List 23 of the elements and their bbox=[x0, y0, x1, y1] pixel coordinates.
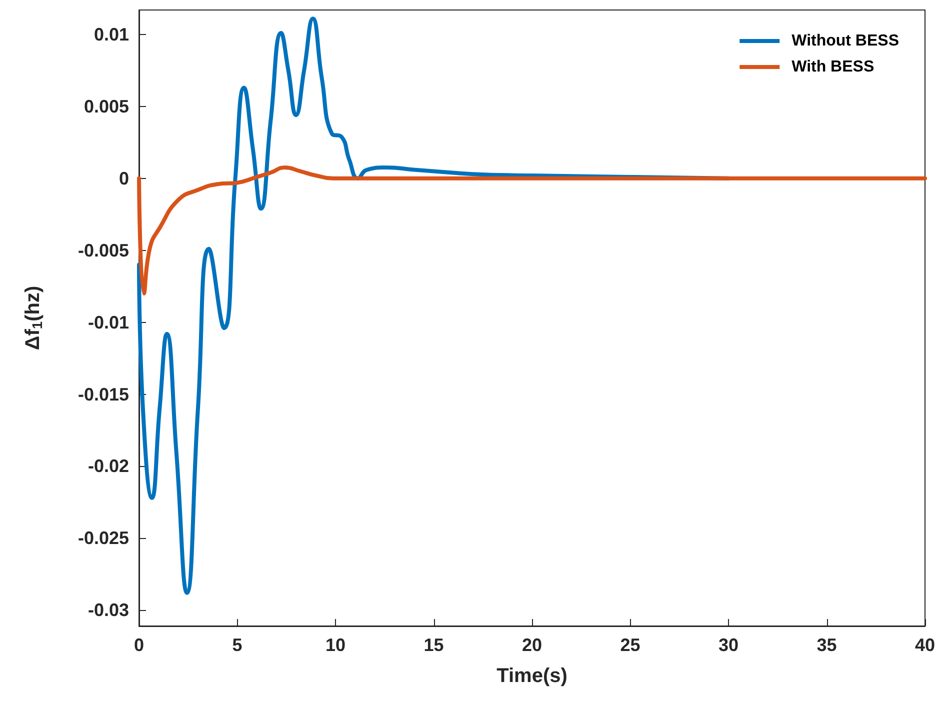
x-tick-label: 25 bbox=[620, 635, 640, 655]
x-tick-label: 5 bbox=[232, 635, 242, 655]
y-tick-label: 0.005 bbox=[84, 96, 129, 116]
x-tick-label: 0 bbox=[134, 635, 144, 655]
x-tick-label: 20 bbox=[522, 635, 542, 655]
y-tick-label: -0.01 bbox=[88, 312, 129, 332]
y-tick-label: 0 bbox=[118, 168, 129, 188]
x-tick-label: 10 bbox=[325, 635, 346, 655]
y-tick-label: -0.03 bbox=[88, 600, 129, 620]
x-axis-title: Time(s) bbox=[496, 665, 568, 687]
y-tick-label: 0.01 bbox=[94, 24, 129, 44]
y-tick-label: -0.02 bbox=[88, 456, 129, 476]
y-tick-label: -0.005 bbox=[78, 240, 129, 260]
y-axis-title: Δf1(hz) bbox=[22, 286, 45, 350]
y-tick-label: -0.015 bbox=[78, 384, 129, 404]
x-tick-label: 35 bbox=[816, 635, 837, 655]
x-tick-label: 15 bbox=[424, 635, 444, 655]
x-tick-label: 40 bbox=[914, 635, 936, 655]
legend-label: Without BESS bbox=[792, 32, 900, 50]
y-tick-label: -0.025 bbox=[78, 528, 129, 548]
legend-label: With BESS bbox=[792, 58, 874, 76]
x-tick-label: 30 bbox=[718, 635, 739, 655]
line-series bbox=[137, 165, 927, 296]
